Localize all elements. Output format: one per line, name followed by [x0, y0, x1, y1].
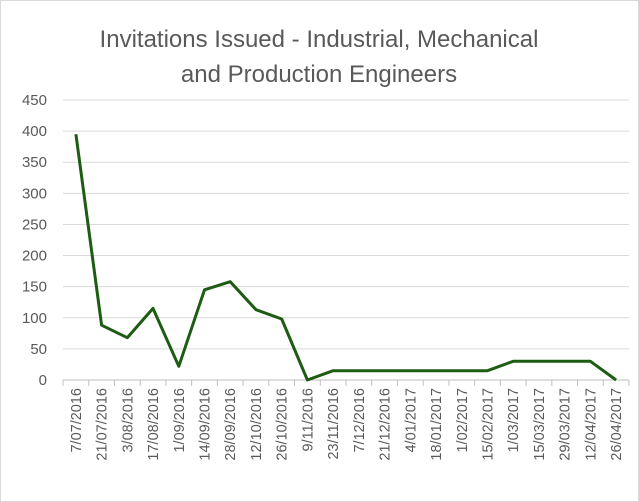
x-tick-label: 23/11/2016 [326, 388, 342, 460]
x-tick-label: 1/03/2017 [506, 388, 522, 453]
chart-title-line-1: Invitations Issued - Industrial, Mechani… [100, 26, 539, 53]
y-tick-label: 400 [22, 123, 47, 140]
x-tick-label: 15/03/2017 [532, 388, 548, 461]
x-tick-label: 26/10/2016 [275, 388, 291, 461]
x-tick-label: 26/04/2017 [609, 388, 625, 461]
x-tick-label: 12/10/2016 [249, 388, 265, 461]
series-layer [74, 133, 617, 382]
y-tick-label: 50 [30, 341, 47, 358]
x-tick-label: 7/12/2016 [352, 388, 368, 453]
x-tick-label: 12/04/2017 [583, 388, 599, 461]
x-tick-label: 21/07/2016 [95, 388, 111, 461]
y-tick-label: 100 [22, 310, 47, 327]
y-tick-label: 200 [22, 248, 47, 265]
x-tick-label: 18/01/2017 [429, 388, 445, 461]
x-tick-label: 17/08/2016 [146, 388, 162, 461]
x-tick-label: 28/09/2016 [223, 388, 239, 461]
y-tick-label: 250 [22, 216, 47, 233]
x-tick-label: 21/12/2016 [378, 388, 394, 461]
x-tick-label: 1/09/2016 [172, 388, 188, 453]
y-tick-label: 350 [22, 154, 47, 171]
x-tick-label: 1/02/2017 [455, 388, 471, 453]
x-tick-label: 4/01/2017 [403, 388, 419, 453]
y-tick-label: 150 [22, 279, 47, 296]
x-tick-label: 29/03/2017 [558, 388, 574, 461]
y-tick-label: 450 [22, 92, 47, 109]
series-line [74, 133, 617, 382]
chart-title-line-2: and Production Engineers [181, 61, 457, 88]
gridlines [62, 99, 630, 386]
x-tick-label: 9/11/2016 [300, 388, 316, 451]
x-tick-label: 14/09/2016 [198, 388, 214, 461]
y-axis-tick-labels: 0 50 100 150 200 250 300 350 400 450 [22, 92, 47, 389]
y-tick-label: 300 [22, 185, 47, 202]
x-tick-label: 7/07/2016 [69, 388, 85, 453]
y-tick-label: 0 [39, 372, 47, 389]
x-tick-label: 15/02/2017 [481, 388, 497, 461]
x-axis-tick-labels: 7/07/2016 21/07/2016 3/08/2016 17/08/2016 1/… [69, 388, 625, 461]
x-tick-label: 3/08/2016 [120, 388, 136, 453]
